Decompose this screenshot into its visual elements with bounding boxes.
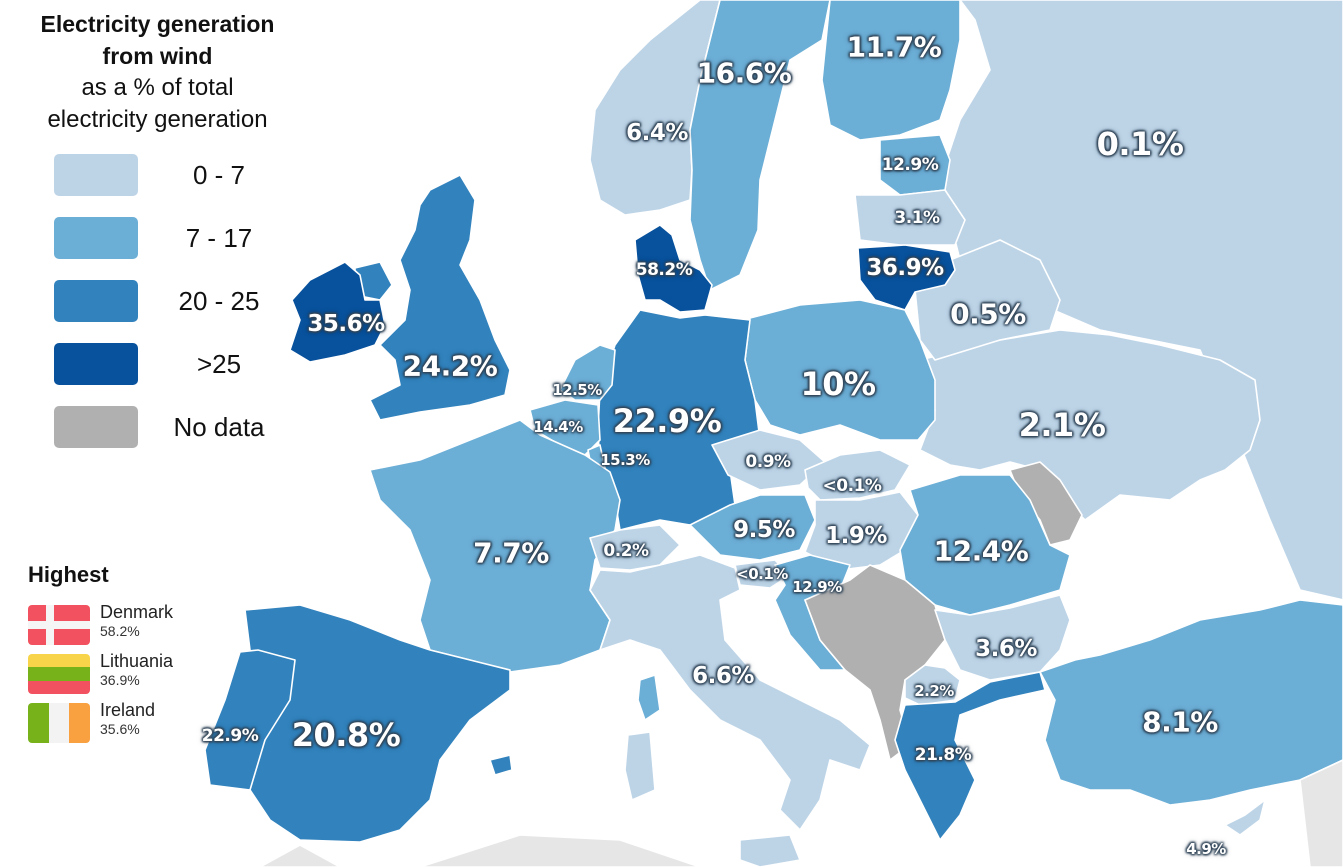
country-sweden — [689, 0, 831, 291]
label-turkey: 8.1% — [1142, 705, 1218, 739]
label-poland: 10% — [800, 365, 876, 403]
label-sweden: 16.6% — [696, 56, 792, 90]
label-finland: 11.7% — [846, 30, 942, 64]
legend-swatch — [54, 343, 138, 385]
highest-value: 36.9% — [100, 672, 140, 688]
country-greece — [894, 671, 1046, 841]
highest-item-lithuania: Lithuania 36.9% — [28, 651, 208, 695]
label-czechia: 0.9% — [745, 452, 791, 472]
label-ireland: 35.6% — [307, 311, 385, 337]
country-italy-sardinia — [624, 731, 656, 801]
country-spain-balearic — [489, 754, 513, 776]
country-slovakia — [804, 449, 911, 501]
legend-swatch — [54, 406, 138, 448]
country-uk — [369, 174, 511, 421]
country-north-africa-no-data — [259, 844, 341, 867]
label-austria: 9.5% — [733, 517, 795, 543]
legend-swatch — [54, 217, 138, 259]
label-uk: 24.2% — [402, 349, 498, 383]
label-switzerland: 0.2% — [603, 541, 649, 561]
country-bulgaria — [934, 594, 1071, 681]
legend-label: 7 - 17 — [185, 223, 253, 253]
country-latvia — [854, 189, 966, 246]
label-germany: 22.9% — [612, 402, 722, 440]
country-france-corsica — [637, 674, 661, 721]
country-finland — [821, 0, 961, 141]
label-bulgaria: 3.6% — [975, 636, 1037, 662]
country-denmark — [634, 224, 713, 313]
label-belarus: 0.5% — [950, 297, 1026, 331]
country-lithuania — [857, 244, 956, 311]
label-luxembourg: 15.3% — [600, 451, 650, 469]
denmark-flag-icon — [28, 605, 90, 645]
country-balkans-no-data — [804, 564, 946, 761]
label-hungary: 1.9% — [825, 523, 887, 549]
country-italy — [589, 554, 871, 831]
title-line-1: Electricity generation — [40, 11, 275, 37]
label-russia: 0.1% — [1096, 125, 1184, 163]
country-cyprus — [1224, 799, 1266, 836]
title-line-2: from wind — [102, 43, 213, 69]
label-romania: 12.4% — [933, 534, 1029, 568]
country-turkey — [1039, 599, 1343, 806]
country-middle-east-no-data — [1299, 759, 1343, 867]
country-romania — [899, 474, 1071, 616]
label-croatia: 12.9% — [792, 578, 842, 596]
label-north-macedonia: 2.2% — [914, 682, 954, 700]
label-greece: 21.8% — [914, 745, 972, 765]
country-netherlands — [559, 344, 616, 401]
label-france: 7.7% — [473, 536, 549, 570]
label-netherlands: 12.5% — [552, 381, 602, 399]
legend-label: 0 - 7 — [192, 160, 246, 190]
highest-country: Lithuania — [100, 651, 174, 671]
label-italy: 6.6% — [692, 663, 754, 689]
label-ukraine: 2.1% — [1018, 406, 1106, 444]
label-portugal: 22.9% — [201, 726, 259, 746]
legend-swatch — [54, 280, 138, 322]
label-cyprus: 4.9% — [1186, 840, 1226, 858]
highest-value: 35.6% — [100, 721, 140, 737]
legend-item-no-data: No data — [54, 406, 314, 448]
highest-title: Highest — [28, 562, 109, 587]
legend-item-over-25: >25 — [54, 343, 314, 385]
label-spain: 20.8% — [291, 716, 401, 754]
highest-item-ireland: Ireland 35.6% — [28, 700, 208, 744]
label-slovakia: <0.1% — [822, 476, 882, 496]
country-ireland — [289, 261, 386, 363]
title-line-3: as a % of total — [81, 74, 234, 101]
country-north-macedonia — [904, 664, 961, 706]
label-norway: 6.4% — [626, 120, 688, 146]
country-hungary — [804, 491, 919, 571]
label-slovenia: <0.1% — [736, 565, 788, 583]
legend-item-7-17: 7 - 17 — [54, 217, 314, 259]
label-lithuania: 36.9% — [866, 255, 944, 281]
country-italy-sicily — [739, 834, 801, 867]
country-portugal — [204, 649, 296, 791]
country-ukraine — [919, 329, 1261, 521]
legend-label: 20 - 25 — [178, 286, 260, 316]
label-estonia: 12.9% — [881, 155, 939, 175]
map-title: Electricity generation from wind as a % … — [0, 8, 315, 136]
legend-item-20-25: 20 - 25 — [54, 280, 314, 322]
ireland-flag-icon — [28, 703, 90, 743]
country-poland — [744, 299, 936, 441]
country-switzerland — [589, 524, 681, 571]
lithuania-flag-icon — [28, 654, 90, 694]
country-north-africa-no-data-2 — [419, 834, 701, 867]
title-line-4: electricity generation — [47, 106, 268, 133]
legend-swatch — [54, 154, 138, 196]
label-belgium: 14.4% — [533, 418, 583, 436]
highest-country: Ireland — [100, 700, 156, 720]
label-latvia: 3.1% — [894, 208, 940, 228]
highest-item-denmark: Denmark 58.2% — [28, 602, 208, 646]
legend-label: No data — [173, 412, 265, 442]
legend-label: >25 — [196, 349, 242, 379]
label-denmark: 58.2% — [635, 260, 693, 280]
highest-value: 58.2% — [100, 623, 140, 639]
legend-item-0-7: 0 - 7 — [54, 154, 314, 196]
highest-country: Denmark — [100, 602, 174, 622]
